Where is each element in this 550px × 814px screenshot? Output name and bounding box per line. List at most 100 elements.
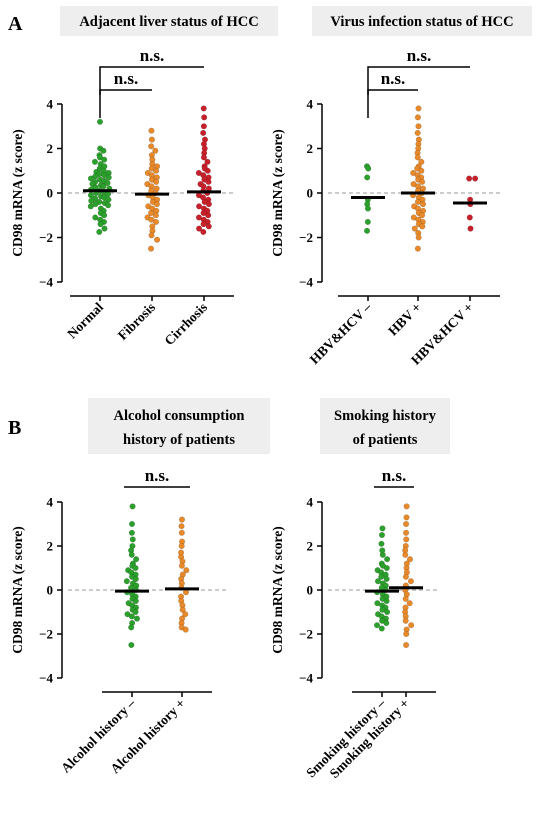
data-point — [101, 225, 108, 232]
data-point — [403, 514, 410, 521]
data-point — [420, 201, 427, 208]
data-point — [104, 179, 111, 186]
y-tick-label: −4 — [299, 275, 313, 290]
data-point — [129, 521, 136, 528]
y-tick-label: −4 — [39, 671, 53, 686]
chart-title: of patients — [353, 432, 418, 448]
data-point — [364, 227, 371, 234]
data-point — [403, 536, 410, 543]
data-point — [374, 578, 381, 585]
data-point — [415, 234, 422, 241]
data-point — [148, 245, 155, 252]
data-point — [196, 203, 203, 210]
data-point — [128, 624, 135, 631]
data-point — [183, 567, 190, 574]
significance-bracket — [367, 89, 418, 118]
data-point — [88, 197, 95, 204]
data-point — [133, 615, 140, 622]
data-point — [418, 167, 425, 174]
category-label: Fibrosis — [115, 300, 158, 343]
data-point — [374, 622, 381, 629]
data-point — [205, 212, 212, 219]
data-point — [414, 129, 421, 136]
data-point — [200, 105, 207, 112]
data-point — [153, 167, 160, 174]
y-tick-label: 0 — [47, 583, 54, 598]
data-point — [96, 118, 103, 125]
data-point — [402, 551, 409, 558]
y-tick-label: 2 — [47, 141, 54, 156]
data-point — [132, 565, 139, 572]
data-point — [414, 245, 421, 252]
data-point — [403, 529, 410, 536]
data-point — [411, 225, 418, 232]
y-tick-label: 4 — [47, 495, 54, 510]
data-point — [91, 158, 98, 165]
y-axis-label: CD98 mRNA (z score) — [270, 129, 285, 257]
significance-label: n.s. — [382, 466, 407, 485]
data-point — [105, 174, 112, 181]
y-tick-label: 2 — [307, 539, 314, 554]
data-point — [414, 154, 421, 161]
significance-bracket — [367, 66, 470, 95]
data-point — [123, 578, 130, 585]
data-point — [403, 521, 410, 528]
data-point — [182, 611, 189, 618]
chart-1: Adjacent liver status of HCC 4 2 0 −2 −4 CD98 … — [10, 6, 278, 348]
data-point — [364, 205, 371, 212]
data-point — [402, 617, 409, 624]
data-point — [97, 221, 104, 228]
data-point — [383, 620, 390, 627]
data-point — [402, 573, 409, 580]
category-label: HBV + — [385, 300, 424, 339]
data-point — [201, 114, 208, 121]
chart-title-box — [312, 6, 532, 36]
y-tick-label: −2 — [299, 230, 313, 245]
data-point — [378, 540, 385, 547]
data-point — [467, 225, 474, 232]
chart-title: Adjacent liver status of HCC — [79, 14, 258, 30]
data-point — [148, 232, 155, 239]
data-point — [148, 127, 155, 134]
data-point — [205, 223, 212, 230]
y-axis-label: CD98 mRNA (z score) — [10, 129, 25, 257]
data-point — [87, 175, 94, 182]
chart-title-box — [60, 6, 278, 36]
data-point — [205, 178, 212, 185]
data-point — [128, 642, 135, 649]
data-point — [129, 536, 136, 543]
data-point — [384, 556, 391, 563]
data-point — [408, 622, 415, 629]
significance-label: n.s. — [140, 46, 165, 65]
data-point — [128, 529, 135, 536]
data-point — [128, 551, 135, 558]
data-point — [105, 202, 112, 209]
data-point — [148, 216, 155, 223]
data-point — [132, 609, 139, 616]
chart-title-box — [88, 398, 270, 454]
chart-2: Virus infection status of HCC 4 2 0 −2 −4 CD98… — [270, 6, 532, 368]
data-point — [406, 600, 413, 607]
data-point — [200, 221, 207, 228]
chart-title: history of patients — [123, 432, 235, 448]
data-point — [200, 129, 207, 136]
data-point — [133, 556, 140, 563]
significance-label: n.s. — [381, 69, 406, 88]
data-point — [403, 503, 410, 510]
data-point — [466, 214, 473, 221]
data-point — [153, 178, 160, 185]
data-point — [101, 212, 108, 219]
data-point — [92, 214, 99, 221]
data-point — [152, 212, 159, 219]
y-tick-label: 2 — [307, 141, 314, 156]
panel-letter-b: B — [8, 417, 21, 439]
y-tick-label: −2 — [39, 627, 53, 642]
category-label: Cirrhosis — [161, 300, 210, 349]
data-point — [178, 516, 185, 523]
data-point — [196, 225, 203, 232]
data-point — [378, 573, 385, 580]
y-tick-label: 2 — [47, 539, 54, 554]
data-point — [419, 178, 426, 185]
significance-label: n.s. — [114, 69, 139, 88]
